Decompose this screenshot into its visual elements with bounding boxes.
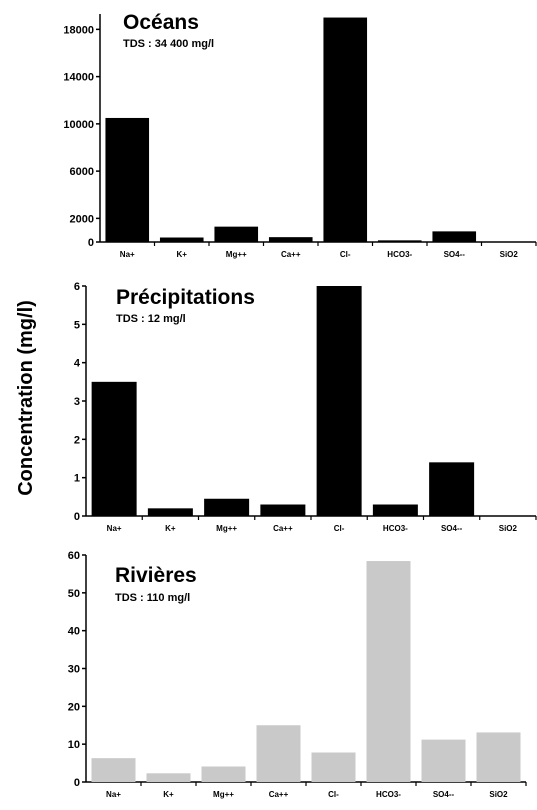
panel-3-y-tick-label: 0: [74, 777, 80, 789]
panel-1-category-label: SiO2: [500, 250, 519, 259]
panel-2-category-label: HCO3-: [383, 524, 408, 533]
panel-2-y-tick-label: 6: [74, 281, 80, 293]
panel-2-y-tick-label: 4: [74, 358, 81, 370]
panel-2-bar: [260, 505, 305, 517]
panel-2-category-label: Cl-: [334, 524, 345, 533]
panel-3-category-label: Mg++: [213, 790, 234, 799]
panel-2-y-tick-label: 3: [74, 396, 80, 408]
panel-1-bar: [323, 18, 367, 242]
panel-2-category-label: Mg++: [216, 524, 237, 533]
panel-1-bar: [105, 118, 149, 242]
panel-3-category-label: HCO3-: [376, 790, 401, 799]
panel-2-bar: [148, 508, 193, 516]
panel-3-bar: [477, 732, 521, 782]
panel-3-y-tick-label: 20: [68, 701, 80, 713]
panel-3-subtitle: TDS : 110 mg/l: [115, 592, 190, 604]
panel-1-subtitle: TDS : 34 400 mg/l: [123, 38, 214, 50]
panel-3-bar: [147, 773, 191, 782]
panel-2-y-tick-label: 1: [74, 473, 80, 485]
panel-1-y-tick-label: 0: [88, 237, 94, 249]
panel-1-bar: [160, 238, 204, 242]
panel-3-y-tick-label: 30: [68, 664, 80, 676]
panel-3-category-label: Ca++: [269, 790, 289, 799]
panel-2-category-label: K+: [165, 524, 176, 533]
panel-3-bar: [367, 561, 411, 782]
panel-1-category-label: Cl-: [340, 250, 351, 259]
panel-1-category-label: SO4--: [444, 250, 466, 259]
panel-1-title: Océans: [123, 11, 199, 34]
panel-1-y-tick-label: 14000: [63, 72, 94, 84]
panel-3-category-label: SO4--: [433, 790, 455, 799]
panel-1-category-label: HCO3-: [387, 250, 412, 259]
panel-2-y-tick-label: 5: [74, 319, 80, 331]
panel-2-subtitle: TDS : 12 mg/l: [116, 313, 186, 325]
panel-1-y-tick-label: 2000: [70, 213, 94, 225]
panel-3-bar: [202, 766, 246, 782]
panel-3-y-tick-label: 50: [68, 588, 80, 600]
panel-1-y-tick-label: 18000: [63, 24, 94, 36]
panel-1-category-label: Na+: [120, 250, 135, 259]
panel-2-bar: [92, 382, 137, 516]
panel-1-bar: [214, 227, 258, 242]
panel-3-title: Rivières: [115, 564, 197, 587]
panel-1-y-tick-label: 6000: [70, 166, 94, 178]
panel-3-category-label: K+: [163, 790, 174, 799]
y-axis-label: Concentration (mg/l): [15, 300, 37, 496]
panel-2-bar: [204, 499, 249, 516]
panel-3-bar: [422, 740, 466, 782]
panel-1-y-tick-label: 10000: [63, 119, 94, 131]
panel-3-y-tick-label: 10: [68, 739, 80, 751]
panel-3-category-label: Na+: [106, 790, 121, 799]
panel-3-category-label: SiO2: [489, 790, 508, 799]
panel-1-bar: [378, 240, 422, 242]
panel-2-y-tick-label: 2: [74, 434, 80, 446]
panel-2-category-label: Na+: [107, 524, 122, 533]
panel-3-bar: [92, 758, 136, 782]
panel-3-y-tick-label: 40: [68, 626, 80, 638]
panel-3-category-label: Cl-: [328, 790, 339, 799]
panel-3-y-tick-label: 60: [68, 550, 80, 562]
panel-1-category-label: K+: [177, 250, 188, 259]
panel-2-bar: [373, 505, 418, 517]
panel-3-bar: [312, 752, 356, 782]
panel-2-title: Précipitations: [116, 286, 255, 309]
panel-2-category-label: Ca++: [273, 524, 293, 533]
panel-2-bar: [429, 462, 474, 516]
panel-2-category-label: SiO2: [499, 524, 518, 533]
panel-3-bar: [257, 725, 301, 782]
panel-1-bar: [269, 237, 313, 242]
panel-1-bar: [432, 231, 476, 242]
panel-1-category-label: Mg++: [226, 250, 247, 259]
panel-2-y-tick-label: 0: [74, 511, 80, 523]
panel-1-category-label: Ca++: [281, 250, 301, 259]
panel-2-category-label: SO4--: [441, 524, 463, 533]
panel-2-bar: [317, 286, 362, 516]
